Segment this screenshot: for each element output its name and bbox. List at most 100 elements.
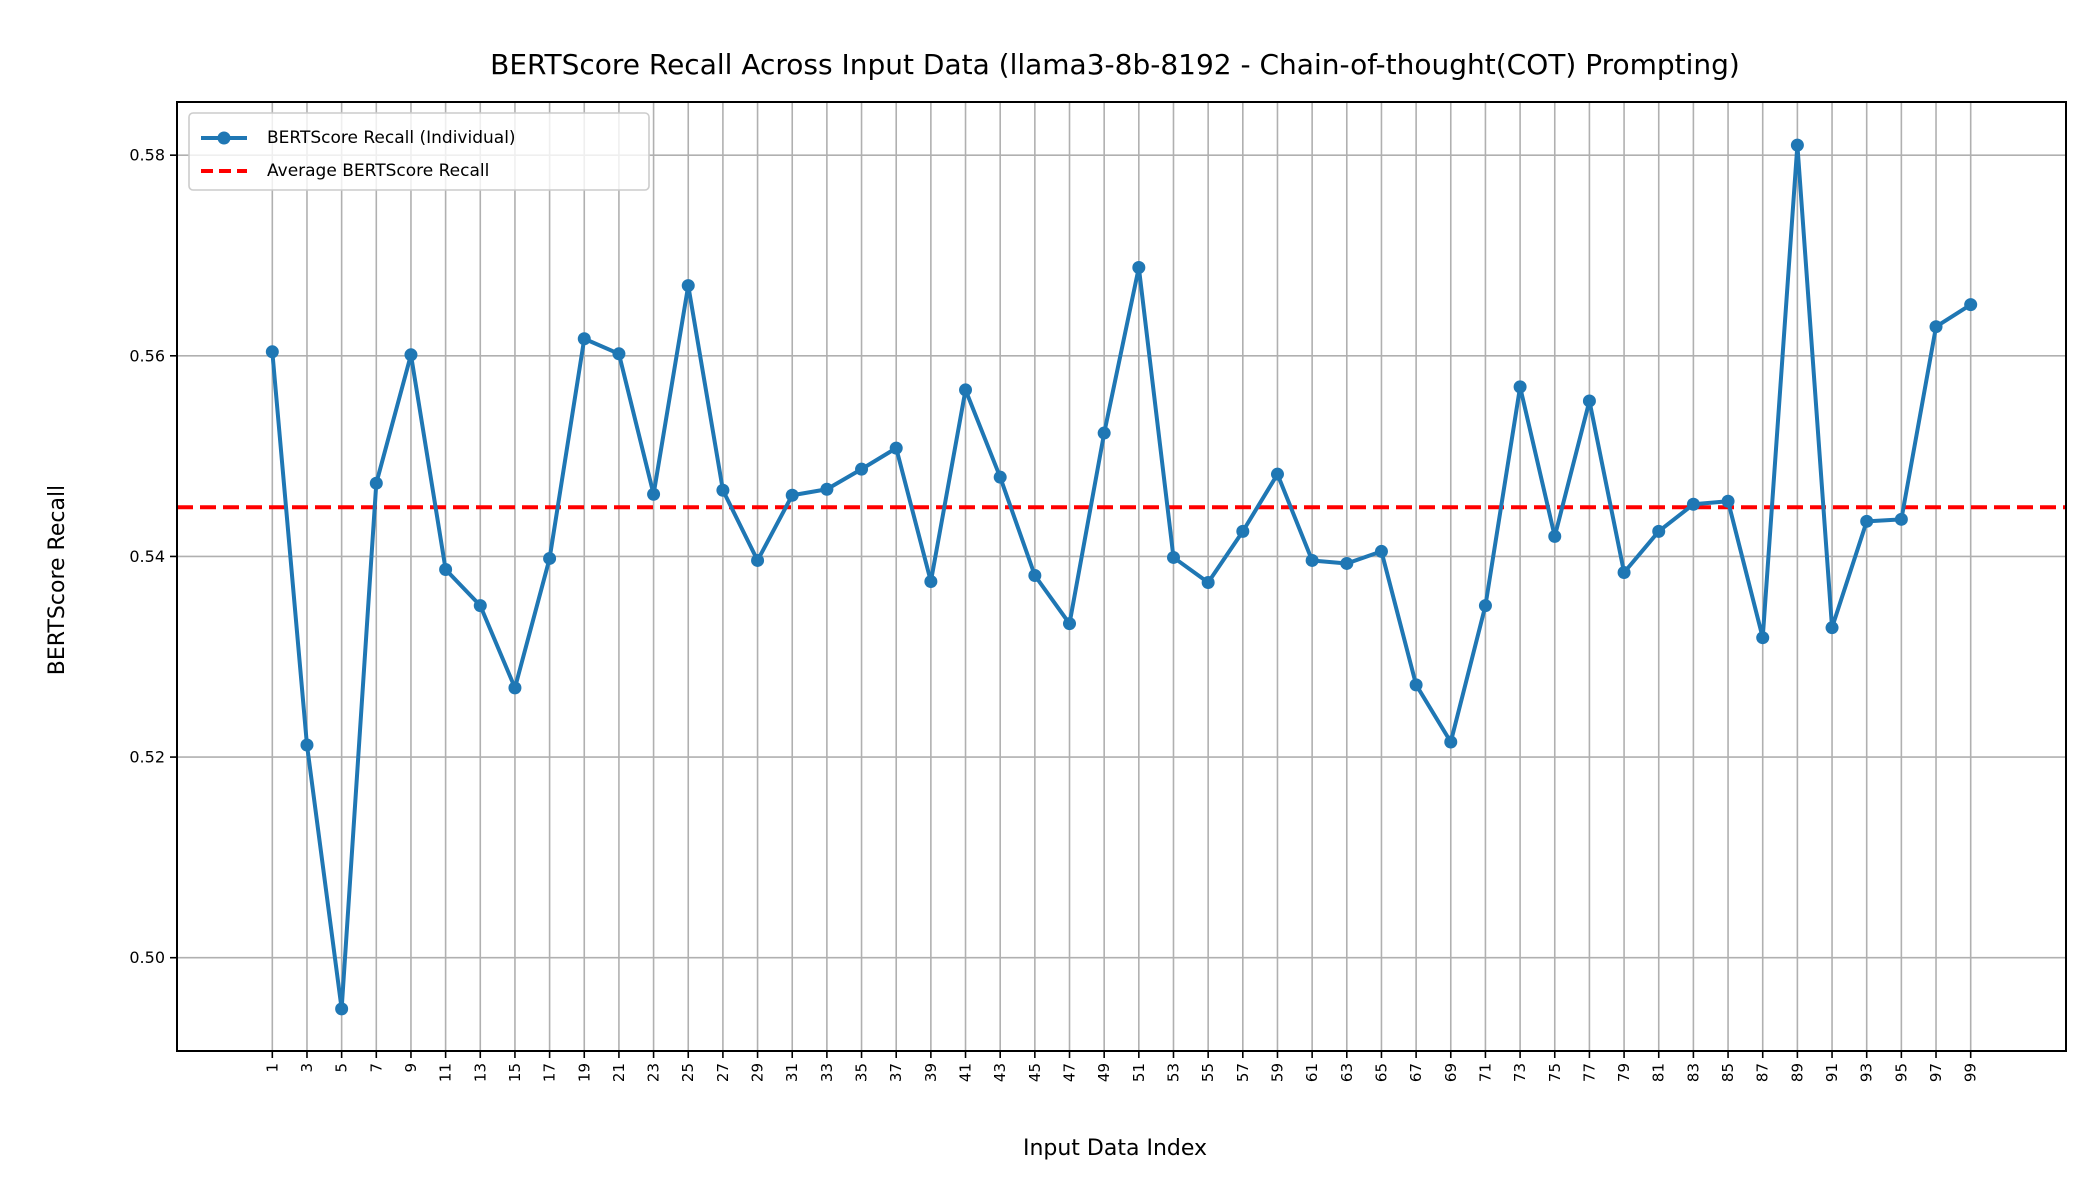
x-tick-label: 17 xyxy=(541,1063,559,1082)
data-point xyxy=(1478,599,1492,613)
data-point xyxy=(716,483,730,497)
data-point xyxy=(820,482,834,496)
data-point xyxy=(1686,497,1700,511)
x-tick-label: 19 xyxy=(575,1063,593,1082)
x-tick-label: 77 xyxy=(1580,1063,1598,1082)
x-tick-label: 45 xyxy=(1026,1063,1044,1082)
y-tick-label: 0.58 xyxy=(129,146,165,165)
legend-label-average: Average BERTScore Recall xyxy=(267,161,489,181)
data-point xyxy=(1097,426,1111,440)
x-tick-label: 83 xyxy=(1684,1063,1702,1082)
data-point xyxy=(1409,678,1423,692)
data-point xyxy=(1652,524,1666,538)
x-tick-label: 91 xyxy=(1823,1063,1841,1082)
x-tick-label: 55 xyxy=(1199,1063,1217,1082)
y-tick-label: 0.52 xyxy=(129,748,165,767)
x-tick-label: 75 xyxy=(1546,1063,1564,1082)
x-tick-label: 81 xyxy=(1650,1063,1668,1082)
data-point xyxy=(1028,568,1042,582)
data-point xyxy=(855,462,869,476)
data-point xyxy=(1756,631,1770,645)
data-point xyxy=(1721,494,1735,508)
x-tick-label: 13 xyxy=(471,1063,489,1082)
x-tick-label: 63 xyxy=(1338,1063,1356,1082)
x-tick-label: 7 xyxy=(367,1063,385,1073)
x-tick-label: 49 xyxy=(1095,1063,1113,1082)
x-tick-label: 97 xyxy=(1927,1063,1945,1082)
data-point xyxy=(1825,621,1839,635)
data-point xyxy=(1132,261,1146,275)
y-tick-label: 0.56 xyxy=(129,346,165,365)
data-point xyxy=(1617,565,1631,579)
data-point xyxy=(404,348,418,362)
data-point xyxy=(1444,735,1458,749)
x-tick-label: 29 xyxy=(749,1063,767,1082)
x-tick-label: 27 xyxy=(714,1063,732,1082)
x-tick-label: 31 xyxy=(783,1063,801,1082)
y-tick-label: 0.50 xyxy=(129,948,165,967)
data-point xyxy=(1790,138,1804,152)
data-point xyxy=(300,738,314,752)
data-point xyxy=(1582,394,1596,408)
x-tick-label: 3 xyxy=(298,1063,316,1073)
data-point xyxy=(1340,556,1354,570)
data-point xyxy=(1374,544,1388,558)
x-tick-label: 57 xyxy=(1234,1063,1252,1082)
x-tick-label: 93 xyxy=(1858,1063,1876,1082)
x-tick-label: 99 xyxy=(1962,1063,1980,1082)
y-tick-label: 0.54 xyxy=(129,547,165,566)
data-point xyxy=(265,345,279,359)
data-point xyxy=(1894,512,1908,526)
data-point xyxy=(751,553,765,567)
x-tick-label: 67 xyxy=(1407,1063,1425,1082)
x-tick-label: 69 xyxy=(1442,1063,1460,1082)
data-point xyxy=(889,441,903,455)
x-tick-label: 85 xyxy=(1719,1063,1737,1082)
data-point xyxy=(681,279,695,293)
x-tick-label: 51 xyxy=(1130,1063,1148,1082)
data-point xyxy=(1063,617,1077,631)
y-axis-label: BERTScore Recall xyxy=(45,485,70,675)
data-point xyxy=(1929,320,1943,334)
chart-title: BERTScore Recall Across Input Data (llam… xyxy=(490,48,1740,81)
x-tick-label: 15 xyxy=(506,1063,524,1082)
data-point xyxy=(1166,550,1180,564)
x-tick-label: 95 xyxy=(1892,1063,1910,1082)
data-point xyxy=(439,562,453,576)
series-layer xyxy=(265,138,1978,1016)
x-tick-label: 43 xyxy=(991,1063,1009,1082)
legend-box xyxy=(188,112,650,191)
data-point xyxy=(369,476,383,490)
data-point xyxy=(335,1002,349,1016)
x-tick-label: 53 xyxy=(1164,1063,1182,1082)
data-point xyxy=(1270,467,1284,481)
x-tick-label: 23 xyxy=(645,1063,663,1082)
tick-layer: 1 3 5 7 9 11 13 15 17 19 21 23 25 27 29 31 33 35 37 39 41 43 4… xyxy=(129,146,1979,1082)
data-point xyxy=(473,599,487,613)
data-point xyxy=(924,575,938,589)
data-point xyxy=(647,487,661,501)
x-tick-label: 5 xyxy=(333,1063,351,1073)
data-point xyxy=(1513,380,1527,394)
data-point xyxy=(1548,529,1562,543)
data-point xyxy=(508,681,522,695)
data-point xyxy=(993,470,1007,484)
x-tick-label: 71 xyxy=(1476,1063,1494,1082)
series-line xyxy=(270,143,1973,1011)
x-tick-label: 21 xyxy=(610,1063,628,1082)
data-point xyxy=(959,383,973,397)
x-tick-label: 11 xyxy=(437,1063,455,1082)
x-tick-label: 59 xyxy=(1268,1063,1286,1082)
plot-frame xyxy=(176,101,2067,1052)
data-point xyxy=(1305,553,1319,567)
data-point xyxy=(612,347,626,361)
legend-marker-individual xyxy=(217,131,231,145)
x-tick-label: 79 xyxy=(1615,1063,1633,1082)
data-point xyxy=(577,332,591,346)
x-tick-label: 65 xyxy=(1372,1063,1390,1082)
x-tick-label: 41 xyxy=(957,1063,975,1082)
data-point xyxy=(1236,524,1250,538)
